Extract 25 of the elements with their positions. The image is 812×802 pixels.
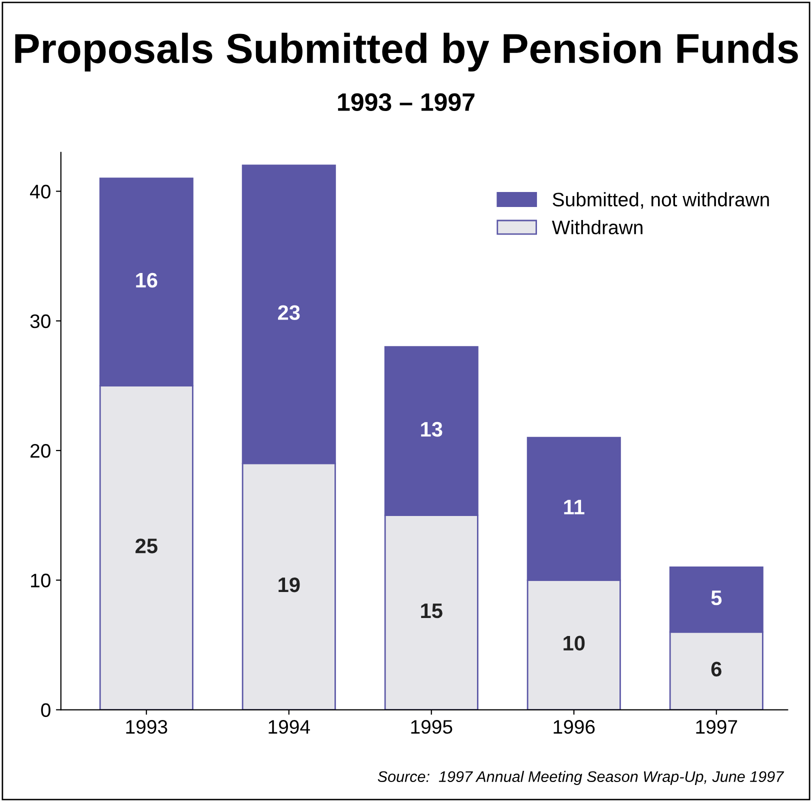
legend-label: Withdrawn [552,220,642,234]
x-tick-label: 1993 [126,720,168,734]
x-tick-label: 1996 [554,720,595,734]
data-label: 13 [421,422,442,437]
y-tick-label: 0 [41,703,50,718]
data-label: 23 [278,305,300,320]
y-tick-label: 10 [31,574,50,588]
x-tick-label: 1997 [696,720,738,734]
data-label: 19 [278,577,300,592]
data-label: 6 [711,662,722,676]
data-label: 15 [421,604,442,618]
chart-title: Proposals Submitted by Pension Funds [15,32,798,72]
y-tick-label: 20 [30,444,50,458]
x-tick-label: 1994 [268,720,310,734]
legend-label: Submitted, not withdrawn [552,192,769,209]
data-label: 16 [136,272,158,288]
data-label: 11 [564,500,584,514]
y-tick-label: 40 [30,184,50,199]
data-label: 10 [564,636,585,651]
data-label: 5 [711,590,722,606]
chart-subtitle: 1993 – 1997 [338,93,474,112]
x-tick-label: 1995 [411,720,452,734]
y-tick-label: 30 [30,314,50,328]
data-label: 25 [136,538,158,554]
source-note: Source: 1997 Annual Meeting Season Wrap-Up, June 1997 [378,770,784,786]
